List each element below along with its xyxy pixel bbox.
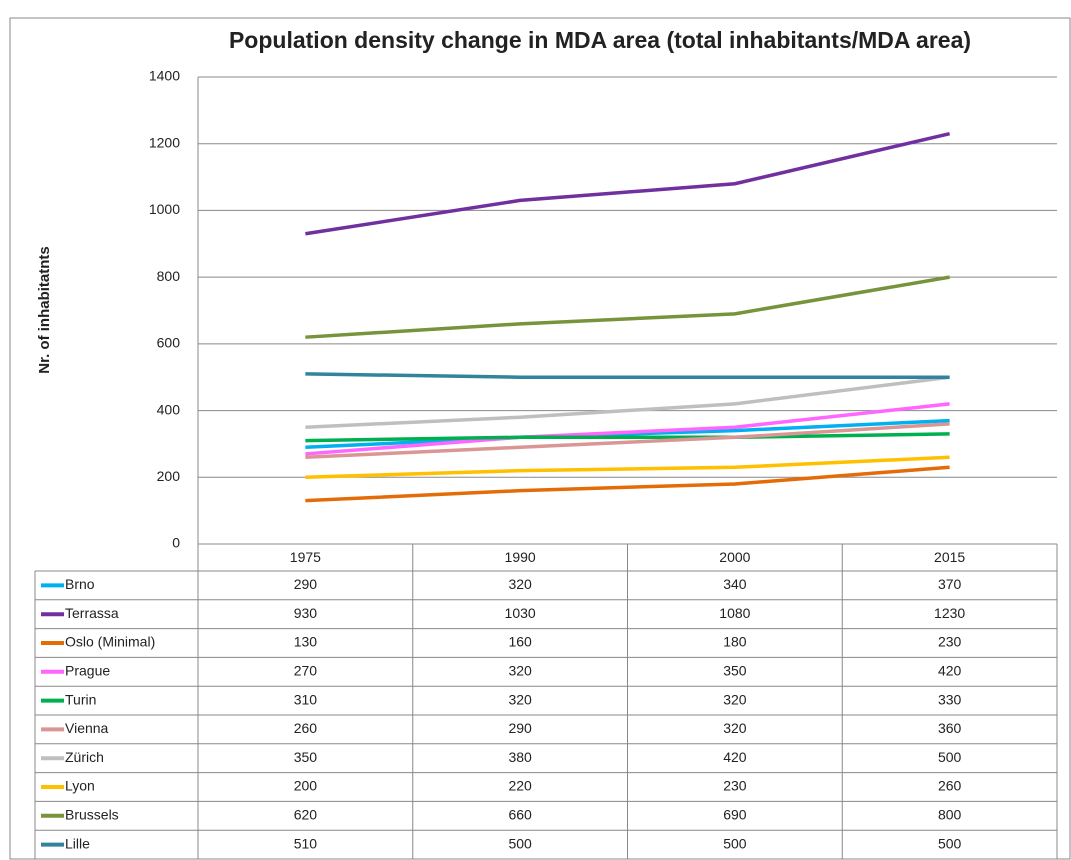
chart-title: Population density change in MDA area (t…	[229, 27, 971, 53]
legend-label: Prague	[65, 663, 110, 679]
table-cell: 200	[294, 778, 318, 794]
y-tick-label: 1000	[149, 201, 180, 217]
table-cell: 320	[723, 691, 747, 707]
y-tick-label: 0	[172, 535, 180, 551]
legend-label: Vienna	[65, 720, 109, 736]
legend-label: Terrassa	[65, 605, 119, 621]
legend-label: Zürich	[65, 749, 104, 765]
table-cell: 1030	[505, 605, 536, 621]
x-tick-label: 1975	[290, 549, 321, 565]
table-cell: 290	[508, 720, 532, 736]
table-cell: 220	[508, 778, 532, 794]
x-tick-label: 2015	[934, 549, 965, 565]
table-cell: 350	[723, 663, 747, 679]
series-line	[305, 422, 950, 460]
series-line	[305, 375, 950, 429]
series-line	[305, 465, 950, 503]
table-cell: 320	[508, 691, 532, 707]
series-line	[305, 132, 951, 236]
series-line	[305, 432, 950, 443]
legend-label: Brno	[65, 576, 95, 592]
table-cell: 660	[508, 807, 532, 823]
table-cell: 500	[938, 749, 962, 765]
series-line	[305, 372, 950, 379]
series-line	[305, 455, 950, 480]
table-cell: 380	[508, 749, 532, 765]
legend-label: Lille	[65, 835, 90, 851]
legend-label: Lyon	[65, 778, 95, 794]
table-cell: 1230	[934, 605, 965, 621]
table-cell: 690	[723, 807, 747, 823]
table-cell: 350	[294, 749, 318, 765]
table-cell: 360	[938, 720, 962, 736]
table-cell: 500	[938, 835, 962, 851]
table-cell: 310	[294, 691, 318, 707]
series-line	[305, 402, 950, 456]
legend-label: Oslo (Minimal)	[65, 634, 155, 650]
series-line	[305, 275, 950, 339]
table-cell: 260	[938, 778, 962, 794]
y-tick-label: 200	[157, 468, 181, 484]
table-cell: 270	[294, 663, 318, 679]
table-cell: 290	[294, 576, 318, 592]
table-cell: 500	[723, 835, 747, 851]
table-cell: 260	[294, 720, 318, 736]
table-cell: 510	[294, 835, 318, 851]
table-cell: 230	[938, 634, 962, 650]
table-cell: 340	[723, 576, 747, 592]
y-tick-label: 600	[157, 335, 181, 351]
table-cell: 330	[938, 691, 962, 707]
y-axis-label: Nr. of inhabitatnts	[36, 246, 53, 374]
table-cell: 420	[938, 663, 962, 679]
x-tick-label: 1990	[505, 549, 536, 565]
y-tick-label: 1200	[149, 134, 180, 150]
table-cell: 930	[294, 605, 318, 621]
table-cell: 320	[723, 720, 747, 736]
table-cell: 420	[723, 749, 747, 765]
table-cell: 130	[294, 634, 318, 650]
y-tick-label: 1400	[149, 68, 180, 84]
table-cell: 180	[723, 634, 747, 650]
table-cell: 320	[508, 663, 532, 679]
y-tick-label: 400	[157, 401, 181, 417]
table-cell: 1080	[719, 605, 750, 621]
table-cell: 160	[508, 634, 532, 650]
table-cell: 370	[938, 576, 962, 592]
table-cell: 620	[294, 807, 318, 823]
table-cell: 500	[508, 835, 532, 851]
y-tick-label: 800	[157, 268, 181, 284]
legend-label: Brussels	[65, 807, 119, 823]
table-cell: 230	[723, 778, 747, 794]
x-tick-label: 2000	[719, 549, 750, 565]
table-cell: 320	[508, 576, 532, 592]
table-cell: 800	[938, 807, 962, 823]
legend-label: Turin	[65, 691, 96, 707]
